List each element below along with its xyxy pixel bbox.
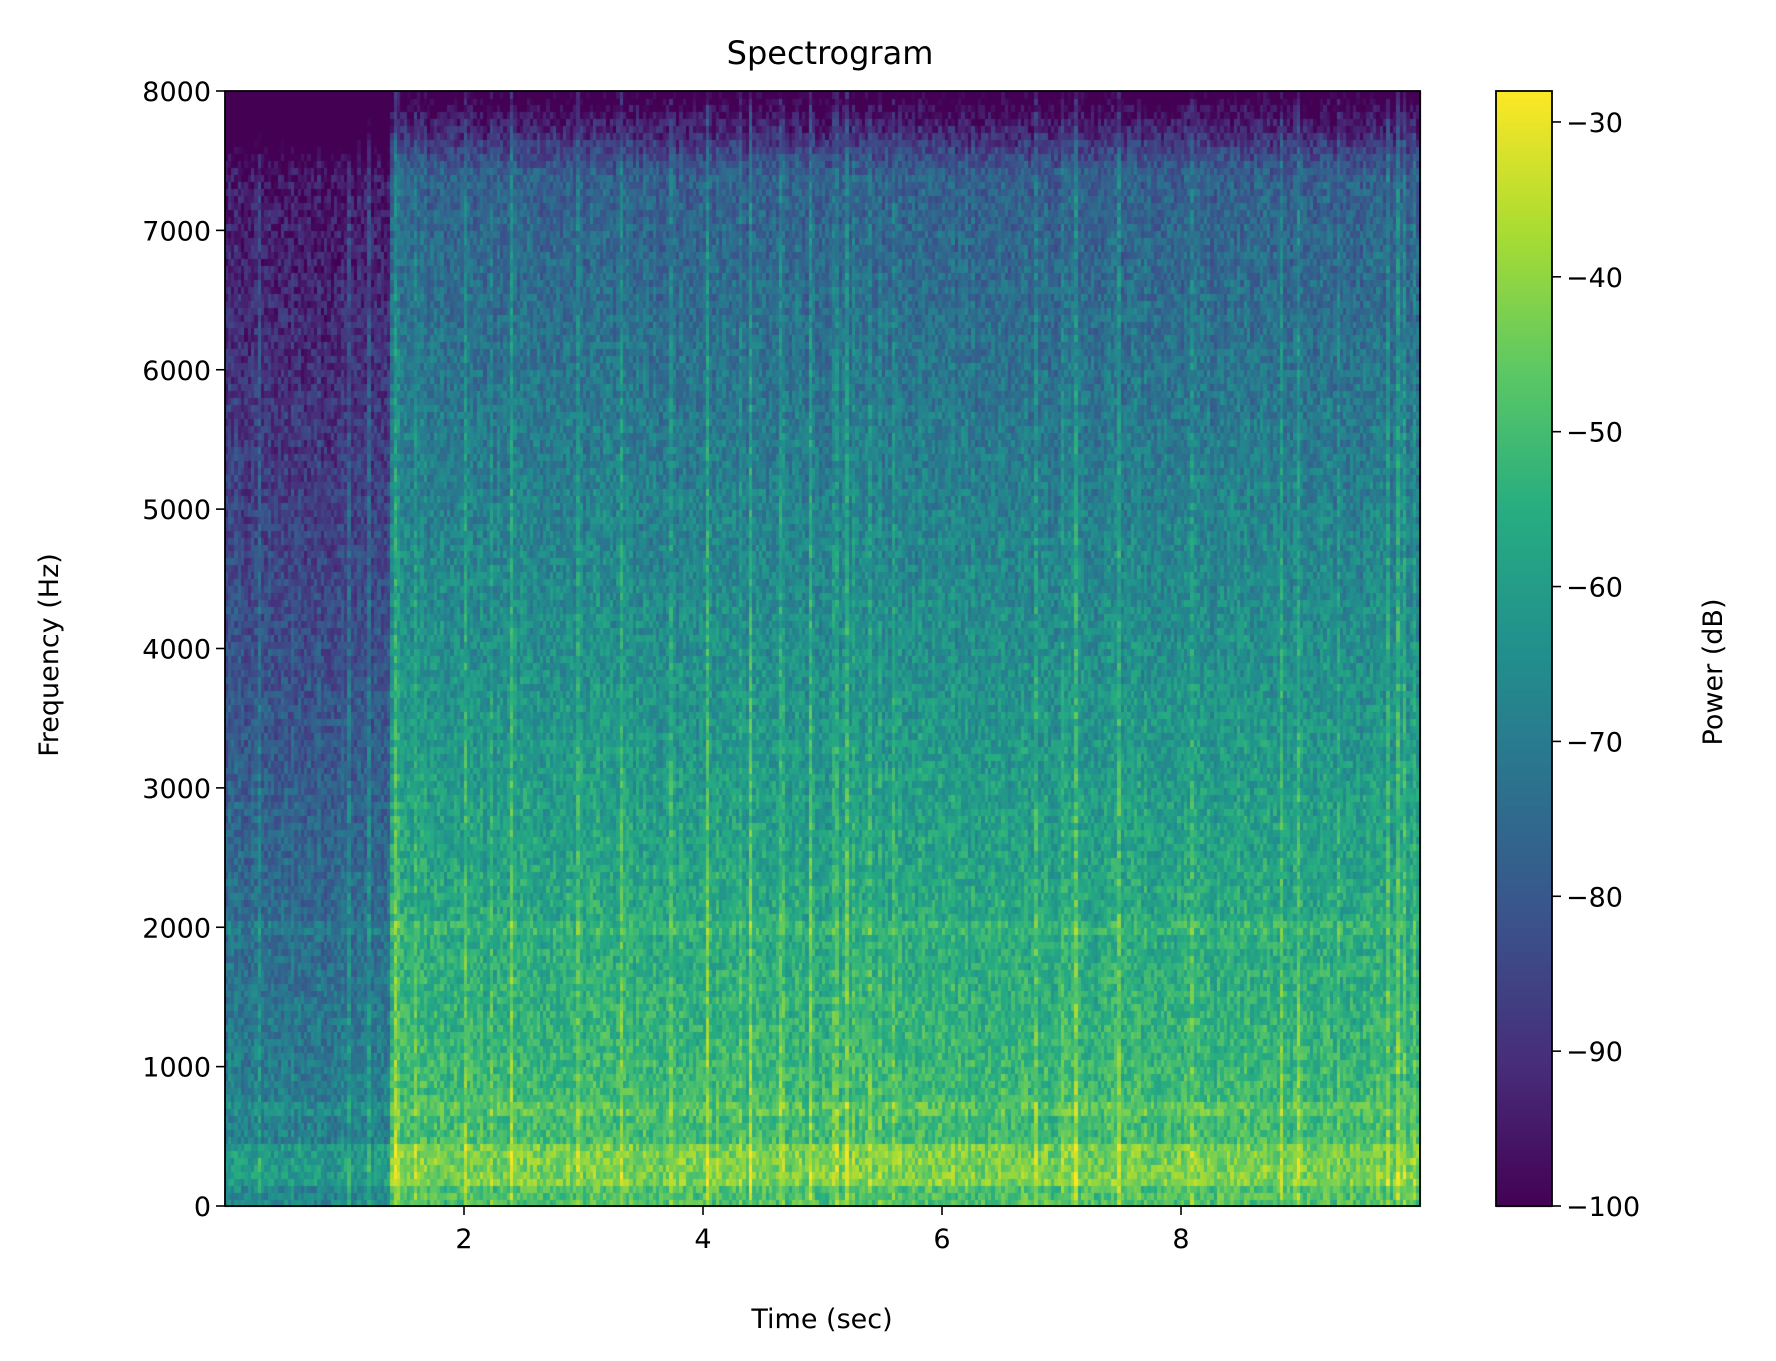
- y-tick-label: 4000: [142, 635, 211, 666]
- colorbar-label: Power (dB): [1698, 599, 1729, 746]
- x-tick-label: 6: [933, 1224, 950, 1255]
- y-tick-label: 3000: [142, 774, 211, 805]
- x-tick-label: 8: [1172, 1224, 1189, 1255]
- y-axis-label: Frequency (Hz): [34, 553, 65, 757]
- y-tick-label: 5000: [142, 495, 211, 526]
- colorbar-tick-label: −40: [1566, 263, 1623, 294]
- colorbar-tick-label: −80: [1566, 882, 1623, 913]
- y-tick-label: 0: [194, 1192, 211, 1223]
- y-tick-label: 8000: [142, 77, 211, 108]
- colorbar-tick-label: −50: [1566, 418, 1623, 449]
- x-axis-ticks: 2 4 6 8: [455, 1206, 1190, 1255]
- plot-frame: [224, 90, 1421, 1207]
- y-tick-label: 7000: [142, 216, 211, 247]
- colorbar-tick-label: −100: [1566, 1192, 1640, 1223]
- chart-title: Spectrogram: [727, 34, 934, 72]
- x-tick-label: 4: [694, 1224, 711, 1255]
- y-axis-ticks: 0 1000 2000 3000 4000 5000 6000 7000 8000: [142, 77, 225, 1223]
- colorbar-frame: [1495, 90, 1553, 1207]
- colorbar-ticks: −100 −90 −80 −70 −60 −50 −40 −30: [1552, 108, 1640, 1223]
- y-tick-label: 1000: [142, 1053, 211, 1084]
- colorbar-tick-label: −70: [1566, 727, 1623, 758]
- colorbar-tick-label: −60: [1566, 573, 1623, 604]
- y-tick-label: 2000: [142, 913, 211, 944]
- colorbar-tick-label: −30: [1566, 108, 1623, 139]
- x-tick-label: 2: [455, 1224, 472, 1255]
- y-tick-label: 6000: [142, 356, 211, 387]
- colorbar-tick-label: −90: [1566, 1037, 1623, 1068]
- x-axis-label: Time (sec): [750, 1304, 892, 1335]
